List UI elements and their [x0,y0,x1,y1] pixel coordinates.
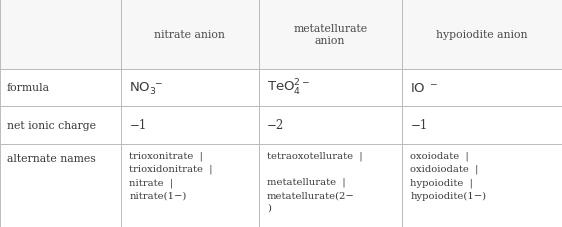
Bar [402,144,562,227]
Bar [121,107,259,144]
Bar [259,107,402,144]
Text: nitrate anion: nitrate anion [154,30,225,39]
Bar [121,144,259,227]
Bar [121,0,259,69]
Bar [0,107,121,144]
Text: trioxonitrate  |
trioxidonitrate  |
nitrate  |
nitrate(1−): trioxonitrate | trioxidonitrate | nitrat… [129,151,213,200]
Bar [259,0,402,69]
Bar [0,144,121,227]
Text: hypoiodite anion: hypoiodite anion [436,30,528,39]
Bar [259,69,402,107]
Text: formula: formula [7,83,50,93]
Bar [0,69,121,107]
Text: net ionic charge: net ionic charge [7,121,96,130]
Text: $\mathregular{IO^{\ -}}$: $\mathregular{IO^{\ -}}$ [410,81,438,94]
Text: alternate names: alternate names [7,153,96,163]
Text: −1: −1 [129,119,147,132]
Bar [0,0,121,69]
Bar [259,144,402,227]
Bar [121,69,259,107]
Text: tetraoxotellurate  |

metatellurate  |
metatellurate(2−
): tetraoxotellurate | metatellurate | meta… [267,151,362,212]
Bar [402,107,562,144]
Text: metatellurate
anion: metatellurate anion [293,24,367,45]
Text: −2: −2 [267,119,284,132]
Text: −1: −1 [410,119,428,132]
Bar [402,0,562,69]
Text: oxoiodate  |
oxidoiodate  |
hypoiodite  |
hypoiodite(1−): oxoiodate | oxidoiodate | hypoiodite | h… [410,151,486,200]
Bar [402,69,562,107]
Text: $\mathregular{NO_3^{\ -}}$: $\mathregular{NO_3^{\ -}}$ [129,80,164,96]
Text: $\mathregular{TeO_4^{2-}}$: $\mathregular{TeO_4^{2-}}$ [267,78,310,98]
